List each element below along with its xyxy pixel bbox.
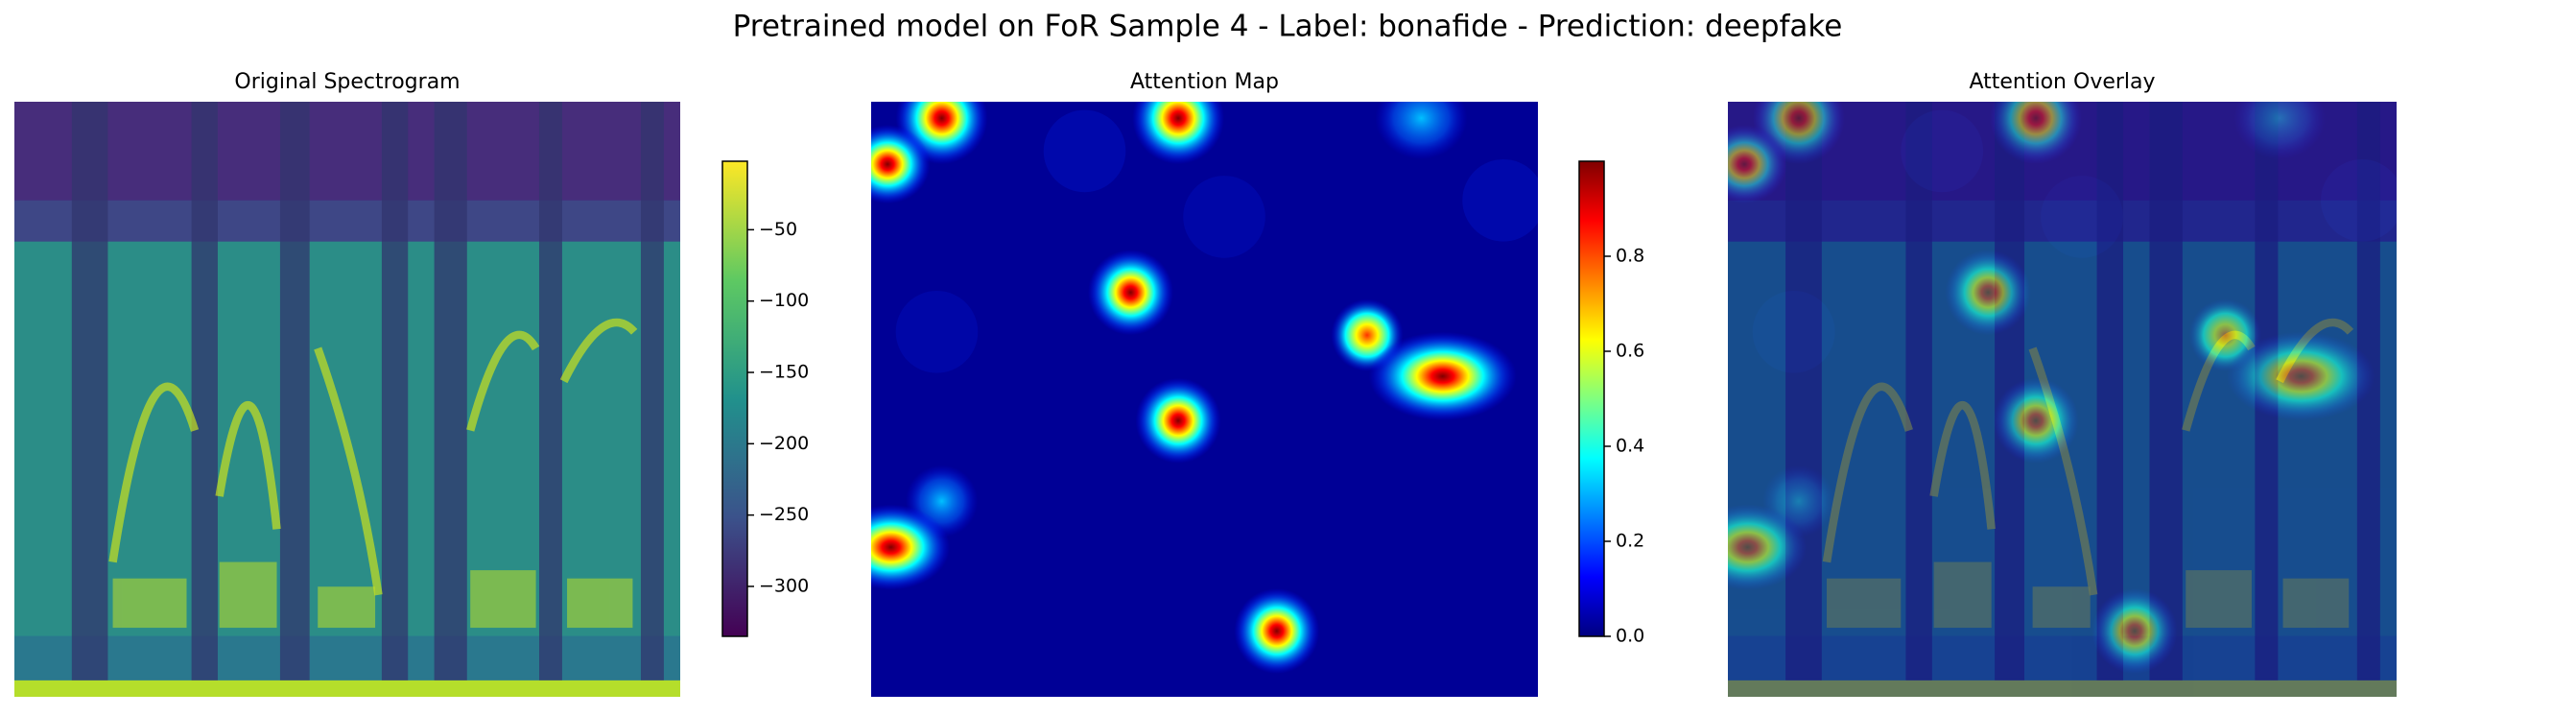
colorbar-tick-label: 0.2	[1616, 531, 1644, 552]
spectrogram-image	[14, 102, 680, 697]
colorbar-tick-label: 0.4	[1616, 436, 1644, 457]
colorbar-tick-label: 0.6	[1616, 341, 1644, 362]
colorbar-tick-label: −300	[759, 575, 809, 596]
colorbar-tick-label: −50	[759, 219, 797, 240]
colorbar-tick-label: −100	[759, 290, 809, 311]
colorbar	[1578, 160, 1605, 637]
colorbar	[721, 160, 748, 637]
colorbar-tick-label: 0.0	[1616, 626, 1644, 647]
attention-image	[871, 102, 1538, 697]
colorbar-tick-label: −200	[759, 433, 809, 454]
subplot-title: Original Spectrogram	[234, 70, 460, 94]
overlay-image	[1728, 102, 2397, 697]
figure-title: Pretrained model on FoR Sample 4 - Label…	[733, 10, 1843, 44]
subplot-title: Attention Map	[1130, 70, 1279, 94]
subplot-title: Attention Overlay	[1969, 70, 2155, 94]
colorbar-tick-label: −150	[759, 362, 809, 383]
colorbar-tick-label: −250	[759, 504, 809, 525]
colorbar-tick-label: 0.8	[1616, 246, 1644, 267]
